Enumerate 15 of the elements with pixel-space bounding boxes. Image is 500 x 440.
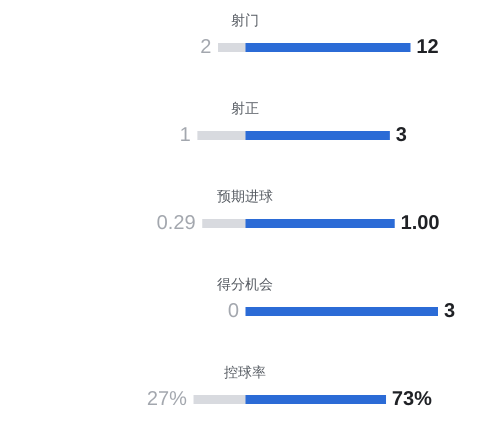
data-label: 0.29 <box>156 212 196 234</box>
data-label: 1 <box>180 124 191 146</box>
data-label: 12 <box>416 36 439 58</box>
y-tick-label: 射门 <box>231 12 259 28</box>
y-tick-label: 得分机会 <box>217 276 273 292</box>
data-label: 0 <box>228 300 239 322</box>
y-tick-label: 预期进球 <box>217 188 273 204</box>
data-label: 3 <box>444 300 456 322</box>
data-label: 73% <box>392 388 432 410</box>
data-label: 1.00 <box>400 212 440 234</box>
y-tick-label: 控球率 <box>224 364 266 380</box>
data-label: 3 <box>396 124 407 146</box>
data-label: 2 <box>200 36 212 58</box>
data-label: 27% <box>146 388 188 410</box>
y-tick-label: 射正 <box>231 100 259 116</box>
